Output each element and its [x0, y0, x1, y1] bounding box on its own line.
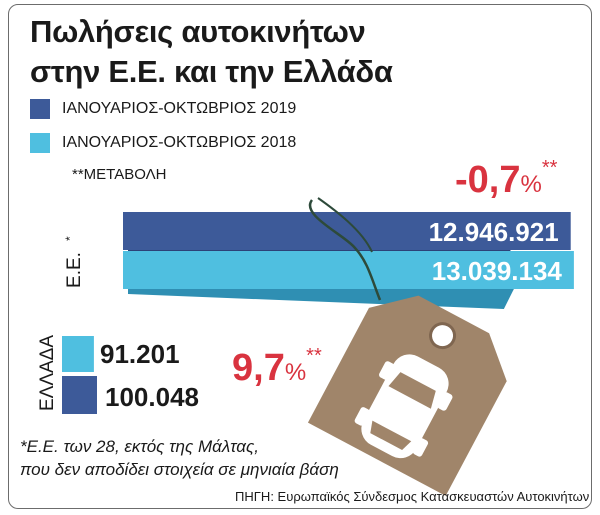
- greece-change-value: 9,7: [232, 347, 285, 389]
- greece-data-label-2018: 91.201: [100, 339, 180, 369]
- greece-bar-2019: [62, 376, 97, 414]
- greece-change: 9,7%**: [232, 345, 322, 389]
- title-line-2: στην Ε.Ε. και την Ελλάδα: [30, 54, 393, 89]
- legend-item-2019: ΙΑΝΟΥΑΡΙΟΣ-ΟΚΤΩΒΡΙΟΣ 2019: [30, 99, 296, 119]
- price-tag: [307, 295, 507, 496]
- eu-bar-2019: [123, 212, 571, 250]
- source-line: ΠΗΓΗ: Ευρωπαϊκός Σύνδεσμος Κατασκευαστών…: [235, 489, 590, 504]
- legend-swatch-2019: [30, 99, 50, 119]
- greece-change-percent: %: [285, 359, 306, 386]
- chart-title: Πωλήσεις αυτοκινήτων στην Ε.Ε. και την Ε…: [30, 12, 393, 92]
- eu-bar-2018-shadow: [128, 289, 514, 309]
- tag-string-loop: [317, 197, 373, 253]
- eu-change-value: -0,7: [455, 159, 520, 201]
- eu-category-marker: *: [63, 236, 77, 241]
- chart-frame: [8, 4, 592, 509]
- eu-change: -0,7%**: [455, 157, 558, 201]
- tag-string: [308, 199, 382, 301]
- greece-bar-2018: [62, 336, 94, 372]
- eu-bar-2018: [123, 251, 574, 289]
- change-note: **ΜΕΤΑΒΟΛΗ: [72, 166, 167, 183]
- price-tag-hole: [429, 322, 457, 350]
- footnote: *Ε.Ε. των 28, εκτός της Μάλτας, που δεν …: [20, 435, 400, 481]
- footnote-line-2: που δεν αποδίδει στοιχεία σε μηνιαία βάσ…: [20, 460, 339, 479]
- eu-data-label-2018: 13.039.134: [432, 256, 563, 286]
- title-line-1: Πωλήσεις αυτοκινήτων: [30, 14, 366, 49]
- eu-change-marker: **: [542, 157, 558, 179]
- legend-label-2019: ΙΑΝΟΥΑΡΙΟΣ-ΟΚΤΩΒΡΙΟΣ 2019: [62, 100, 297, 117]
- legend-label-2018: ΙΑΝΟΥΑΡΙΟΣ-ΟΚΤΩΒΡΙΟΣ 2018: [62, 134, 297, 151]
- eu-category-label: Ε.Ε.: [64, 252, 85, 288]
- legend-item-2018: ΙΑΝΟΥΑΡΙΟΣ-ΟΚΤΩΒΡΙΟΣ 2018: [30, 133, 296, 153]
- legend-swatch-2018: [30, 133, 50, 153]
- greece-data-label-2019: 100.048: [105, 382, 199, 412]
- greece-change-marker: **: [306, 345, 322, 367]
- eu-data-label-2019: 12.946.921: [429, 217, 559, 247]
- footnote-line-1: *Ε.Ε. των 28, εκτός της Μάλτας,: [20, 437, 259, 456]
- greece-category-label: ΕΛΛΑΔΑ: [37, 335, 58, 411]
- eu-change-percent: %: [520, 171, 541, 198]
